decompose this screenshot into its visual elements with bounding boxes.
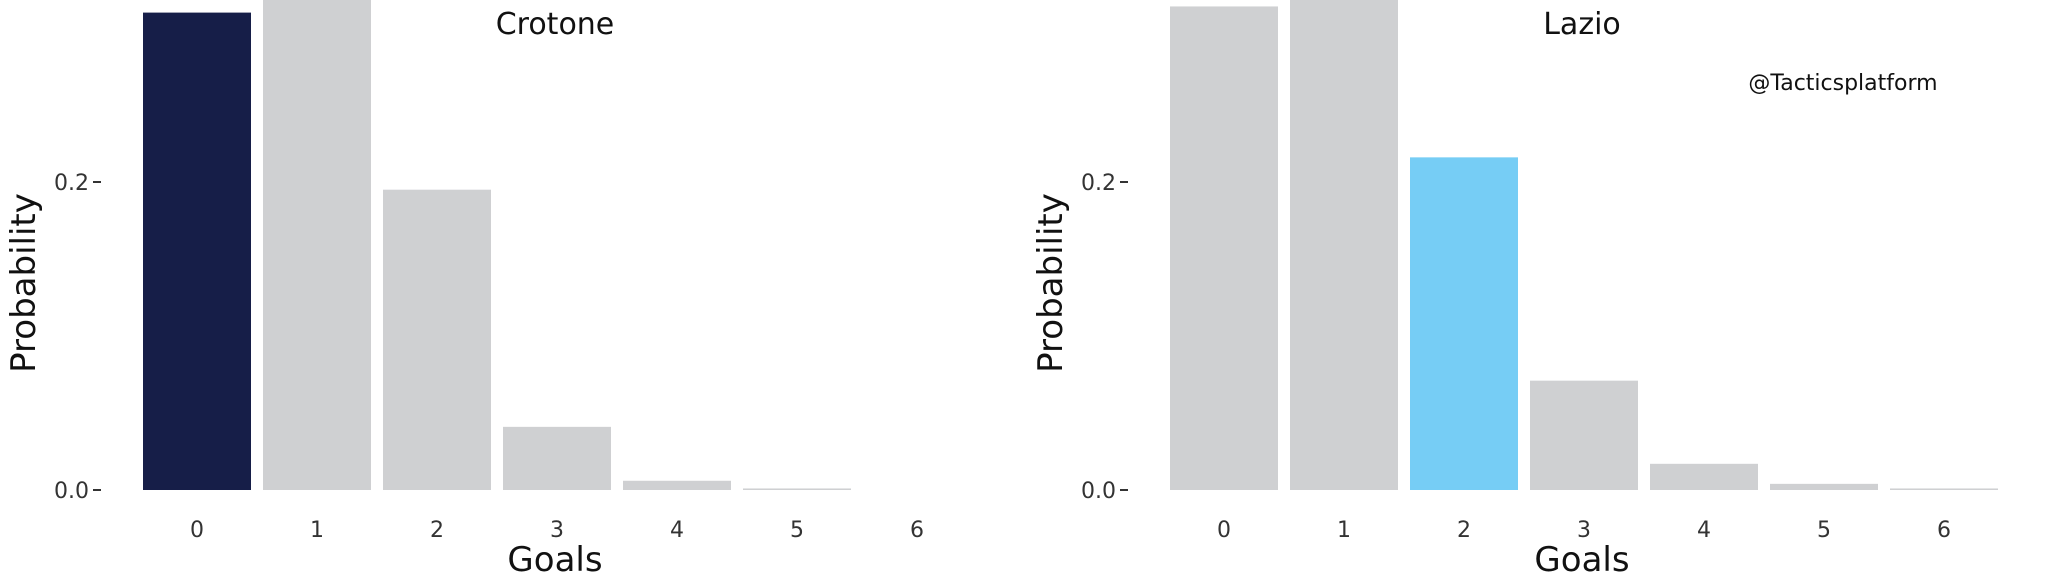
bar-goals-2 (383, 189, 491, 490)
bar-goals-3 (1530, 380, 1638, 490)
x-tick-label: 2 (430, 518, 444, 543)
bar-goals-4 (623, 480, 731, 490)
bar-goals-2 (1410, 157, 1518, 491)
chart-title: Lazio (1543, 7, 1621, 42)
x-tick-label: 6 (910, 518, 924, 543)
y-tick-label: 0.0 (54, 479, 89, 504)
y-tick-label: 0.2 (1081, 171, 1116, 196)
x-tick-label: 3 (550, 518, 564, 543)
x-tick-label: 2 (1457, 518, 1471, 543)
lazio-panel: Lazio Probability Goals @Tacticsplatform… (1031, 0, 1998, 580)
x-tick-label: 0 (190, 518, 204, 543)
bar-goals-0 (143, 12, 251, 490)
bar-goals-0 (1170, 6, 1278, 490)
x-tick-label: 5 (1817, 518, 1831, 543)
x-tick-label: 5 (790, 518, 804, 543)
x-axis-label: Goals (507, 540, 602, 580)
bar-goals-5 (743, 488, 851, 490)
bar-goals-3 (503, 426, 611, 490)
x-tick-label: 4 (1697, 518, 1711, 543)
y-axis-label: Probability (4, 193, 44, 373)
x-tick-label: 4 (670, 518, 684, 543)
bar-goals-4 (1650, 463, 1758, 490)
bar-goals-6 (1890, 488, 1998, 490)
x-tick-label: 1 (310, 518, 324, 543)
x-axis-label: Goals (1534, 540, 1629, 580)
bar-goals-5 (1770, 483, 1878, 490)
crotone-panel: Crotone Probability Goals 0.00.20.401234… (4, 0, 924, 580)
y-tick-label: 0.2 (54, 171, 89, 196)
x-tick-label: 3 (1577, 518, 1591, 543)
x-tick-label: 0 (1217, 518, 1231, 543)
bar-goals-1 (263, 0, 371, 490)
bar-goals-1 (1290, 0, 1398, 490)
x-tick-label: 6 (1937, 518, 1951, 543)
y-tick-label: 0.0 (1081, 479, 1116, 504)
chart-title: Crotone (496, 7, 615, 42)
credit-label: @Tacticsplatform (1748, 71, 1937, 96)
x-tick-label: 1 (1337, 518, 1351, 543)
y-axis-label: Probability (1031, 193, 1071, 373)
